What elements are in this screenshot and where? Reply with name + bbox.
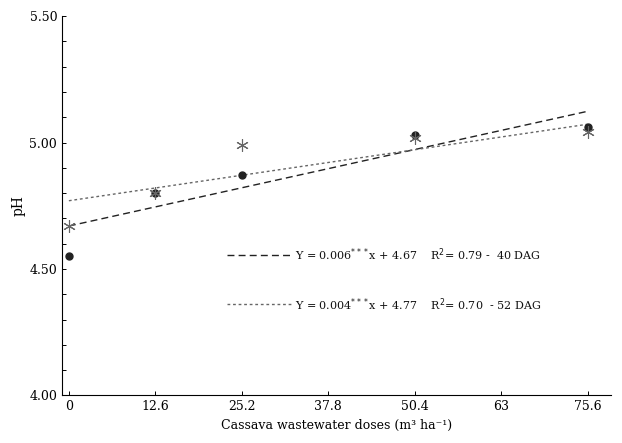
Text: Y = 0.004$^{***}$x + 4.77    R$^{2}$= 0.70  - 52 DAG: Y = 0.004$^{***}$x + 4.77 R$^{2}$= 0.70 … [295,296,541,313]
Text: Y = 0.006$^{***}$x + 4.67    R$^{2}$= 0.79 -  40 DAG: Y = 0.006$^{***}$x + 4.67 R$^{2}$= 0.79 … [295,247,541,264]
X-axis label: Cassava wastewater doses (m³ ha⁻¹): Cassava wastewater doses (m³ ha⁻¹) [221,419,452,432]
Y-axis label: pH: pH [11,195,25,216]
